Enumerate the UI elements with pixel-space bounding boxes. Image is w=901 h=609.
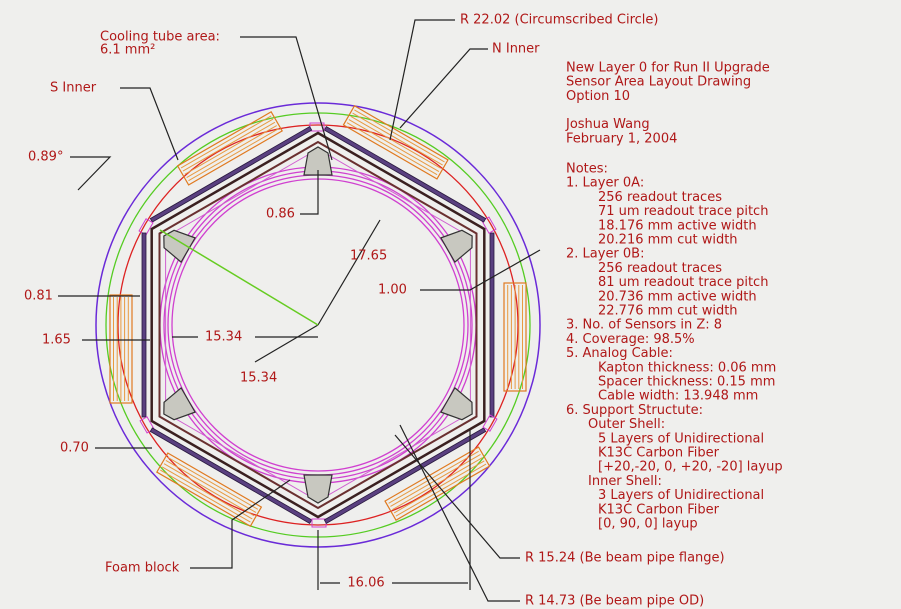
label: N Inner [492, 42, 540, 57]
sensor-strip [162, 467, 252, 519]
green-radius [160, 230, 318, 325]
label: 6.1 mm² [100, 43, 155, 58]
dimension-line [255, 325, 318, 362]
dimension-line [318, 220, 380, 325]
label: 0.86 [266, 207, 295, 222]
note-line: Spacer thickness: 0.15 mm [598, 375, 775, 390]
leader [300, 170, 318, 214]
sensor-tab [312, 519, 326, 527]
label: S Inner [50, 81, 97, 96]
note-line: Outer Shell: [588, 417, 665, 432]
note-line: 71 um readout trace pitch [598, 204, 768, 219]
leader [120, 88, 178, 160]
note-line: 5 Layers of Unidirectional [598, 431, 764, 446]
note-line: 3 Layers of Unidirectional [598, 488, 764, 503]
note-heading: 4. Coverage: 98.5% [566, 332, 695, 347]
title-line: Option 10 [566, 89, 630, 104]
label: 15.34 [240, 371, 277, 386]
leader [420, 250, 540, 290]
title-line: Sensor Area Layout Drawing [566, 75, 751, 90]
note-heading: 6. Support Structute: [566, 403, 703, 418]
cable [490, 233, 494, 417]
foam-block [304, 475, 332, 503]
label: 15.34 [205, 330, 242, 345]
author-line: February 1, 2004 [566, 131, 677, 146]
label: 1.65 [42, 333, 71, 348]
label: 0.89° [28, 150, 63, 165]
note-line: 18.176 mm active width [598, 218, 757, 233]
drawing: Cooling tube area: 6.1 mm² R 22.02 (Circ… [0, 0, 901, 609]
note-line: Kapton thickness: 0.06 mm [598, 360, 776, 375]
author-line: Joshua Wang [565, 117, 650, 132]
note-line: Cable width: 13.948 mm [598, 389, 758, 404]
note-line: K13C Carbon Fiber [598, 502, 720, 517]
label: R 22.02 (Circumscribed Circle) [460, 13, 658, 28]
note-line: 256 readout traces [598, 190, 722, 205]
label: 16.06 [347, 576, 384, 591]
note-heading: 2. Layer 0B: [566, 247, 644, 262]
note-heading: 5. Analog Cable: [566, 346, 673, 361]
note-line: [+20,-20, 0, +20, -20] layup [598, 460, 783, 475]
note-line: 22.776 mm cut width [598, 304, 738, 319]
note-line: K13C Carbon Fiber [598, 446, 720, 461]
cable [142, 233, 146, 417]
note-line: Inner Shell: [588, 474, 662, 489]
sensor-strip [390, 454, 480, 506]
note-line: 20.216 mm cut width [598, 233, 738, 248]
leader [390, 20, 455, 140]
sensor-strip [166, 460, 256, 512]
label: Foam block [105, 561, 180, 576]
label: 17.65 [350, 249, 387, 264]
leader [400, 49, 488, 128]
note-line: 81 um readout trace pitch [598, 275, 768, 290]
note-line: 256 readout traces [598, 261, 722, 276]
title-line: New Layer 0 for Run II Upgrade [566, 61, 770, 76]
note-line: 20.736 mm active width [598, 289, 757, 304]
note-line: [0, 90, 0] layup [598, 517, 698, 532]
label: 0.70 [60, 441, 89, 456]
label: 1.00 [378, 283, 407, 298]
label: R 14.73 (Be beam pipe OD) [525, 594, 704, 609]
sensor-strip [183, 119, 273, 171]
notes-heading: Notes: [566, 162, 608, 177]
note-heading: 1. Layer 0A: [566, 176, 644, 191]
sensor-strip [353, 113, 443, 165]
note-heading: 3. No. of Sensors in Z: 8 [566, 318, 722, 333]
sensor-strip [187, 126, 277, 178]
label: 0.81 [24, 289, 53, 304]
label: R 15.24 (Be beam pipe flange) [525, 551, 725, 566]
leader [70, 157, 110, 190]
